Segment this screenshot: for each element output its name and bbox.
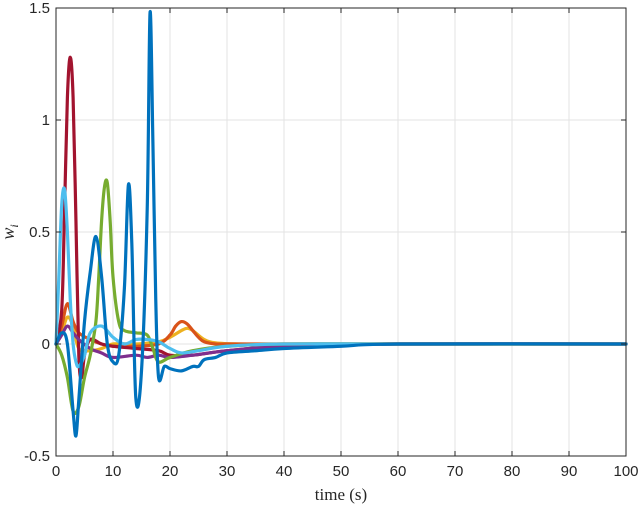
y-tick-label: 1.5 (29, 0, 50, 17)
x-tick-label: 70 (447, 463, 464, 480)
x-tick-label: 20 (162, 463, 179, 480)
x-tick-label: 0 (52, 463, 60, 480)
x-tick-label: 10 (105, 463, 122, 480)
y-axis-label-subscript: i (7, 224, 21, 227)
x-tick-label: 90 (561, 463, 578, 480)
x-tick-label: 60 (390, 463, 407, 480)
y-tick-label: 0 (42, 336, 50, 353)
x-tick-label: 40 (276, 463, 293, 480)
y-tick-label: 1 (42, 112, 50, 129)
ticks: 0 10 20 30 40 50 60 70 80 90 100-0.500.511.5 (24, 0, 638, 480)
x-tick-label: 30 (219, 463, 236, 480)
x-tick-label: 80 (504, 463, 521, 480)
series-line (54, 186, 628, 369)
y-axis-label: wi (0, 224, 21, 239)
x-axis-label: time (s) (315, 485, 367, 504)
series-line (54, 10, 628, 438)
series-layer (54, 10, 628, 438)
x-tick-label: 100 (613, 463, 638, 480)
y-tick-label: 0.5 (29, 224, 50, 241)
x-tick-label: 50 (333, 463, 350, 480)
y-tick-label: -0.5 (24, 448, 50, 465)
